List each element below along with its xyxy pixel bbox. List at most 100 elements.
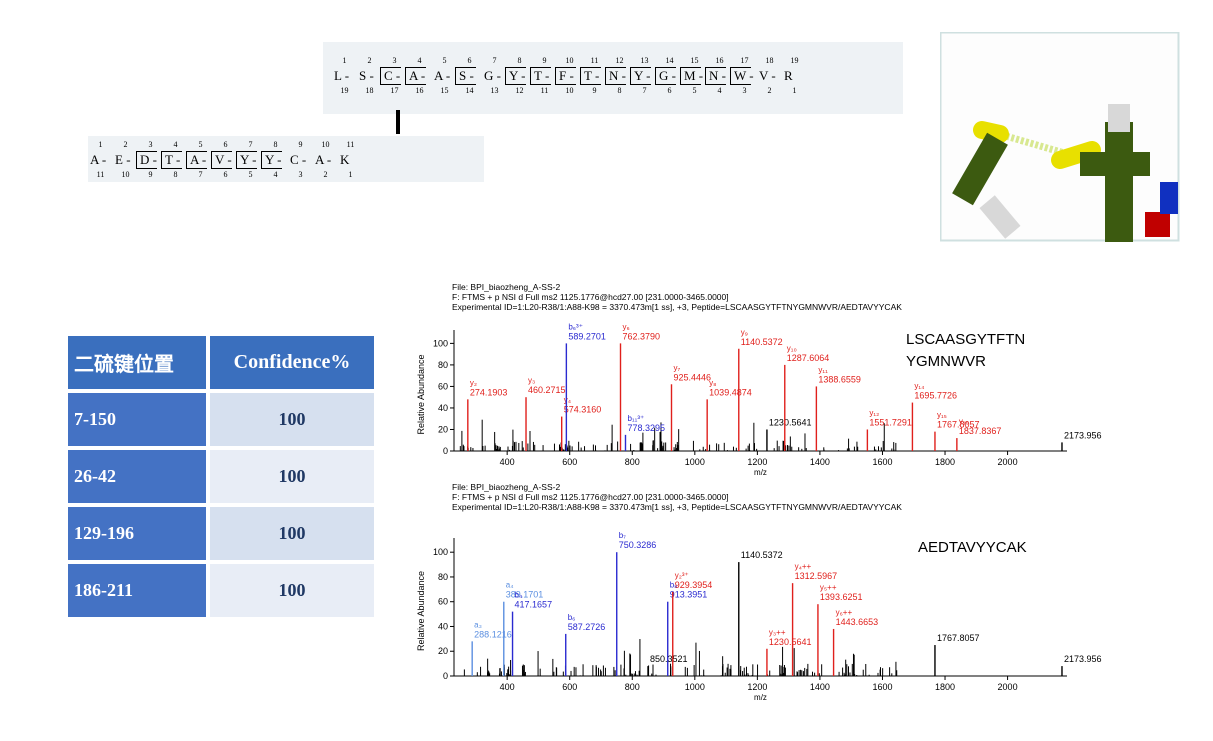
fragment-bracket bbox=[161, 151, 182, 169]
peak-ion-label: y₆++ bbox=[836, 608, 853, 617]
spectrum2-header: File: BPI_biaozheng_A-SS-2 F: FTMS + p N… bbox=[452, 482, 902, 512]
residue-top-number: 9 bbox=[298, 140, 303, 149]
y-tick-label: 40 bbox=[438, 403, 448, 413]
residue: 13 Y - 7 bbox=[630, 56, 657, 96]
residue-letter: Y - bbox=[509, 68, 526, 83]
peak-mz-label: 1695.7726 bbox=[914, 391, 957, 401]
residue: 7 Y - 5 bbox=[236, 140, 263, 180]
residue-bottom-number: 8 bbox=[173, 170, 178, 179]
fragment-bracket bbox=[505, 67, 526, 85]
y-axis-label: Relative Abundance bbox=[416, 571, 426, 651]
peak-mz-label: 1230.5641 bbox=[769, 637, 812, 647]
residue: 14 G - 6 bbox=[655, 56, 682, 96]
residue-top-number: 13 bbox=[640, 56, 649, 65]
residue-top-number: 15 bbox=[690, 56, 699, 65]
nitrogen bbox=[1160, 182, 1178, 214]
peak-mz-label: 1443.6653 bbox=[836, 617, 879, 627]
carbon-left bbox=[952, 132, 1008, 206]
peak-mz-label: 913.3951 bbox=[670, 590, 708, 600]
residue-letter: S - bbox=[459, 68, 474, 83]
peak-mz-label: 417.1657 bbox=[515, 600, 553, 610]
peak-mz-label: 389.1701 bbox=[506, 590, 544, 600]
residue-bottom-number: 3 bbox=[298, 170, 303, 179]
table-row: 129-196 100 bbox=[68, 507, 374, 560]
residue: 10 F - 10 bbox=[555, 56, 582, 96]
peak-mz-label: 587.2726 bbox=[568, 622, 606, 632]
residue: 12 N - 8 bbox=[605, 56, 632, 96]
residue-top-number: 7 bbox=[492, 56, 497, 65]
residue: 16 N - 4 bbox=[705, 56, 732, 96]
residue-bottom-number: 16 bbox=[415, 86, 424, 95]
residue-letter: R bbox=[784, 68, 793, 83]
residue: 11 T - 9 bbox=[580, 56, 607, 96]
residue-bottom-number: 12 bbox=[515, 86, 524, 95]
residue: 7 G - 13 bbox=[482, 56, 507, 96]
residue-top-number: 10 bbox=[565, 56, 574, 65]
peak-ion-label: y₁₆ bbox=[959, 417, 969, 426]
residue: 6 S - 14 bbox=[455, 56, 482, 96]
residue-letter: L - bbox=[334, 68, 350, 83]
peak-mz-label: 1767.8057 bbox=[937, 633, 980, 643]
x-tick-label: 1000 bbox=[685, 457, 705, 467]
residue-bottom-number: 8 bbox=[617, 86, 622, 95]
residue-bottom-number: 4 bbox=[273, 170, 278, 179]
peak-ion-label: y₉ bbox=[741, 328, 748, 337]
residue: 10 A - 2 bbox=[313, 140, 338, 180]
header-scan-line: F: FTMS + p NSI d Full ms2 1125.1776@hcd… bbox=[452, 492, 729, 502]
spectrum1-header: File: BPI_biaozheng_A-SS-2 F: FTMS + p N… bbox=[452, 282, 902, 312]
peak-mz-label: 929.3954 bbox=[675, 580, 713, 590]
peak-ion-label: b₈ bbox=[670, 581, 678, 590]
residue-letter: K bbox=[340, 152, 350, 167]
residue-bottom-number: 17 bbox=[390, 86, 399, 95]
header-file-line: File: BPI_biaozheng_A-SS-2 bbox=[452, 482, 561, 492]
residue: 11 K 1 bbox=[338, 140, 363, 180]
residue-letter: Y - bbox=[634, 68, 651, 83]
residue-top-number: 5 bbox=[442, 56, 447, 65]
fragment-bracket bbox=[136, 151, 157, 169]
residue: 8 Y - 12 bbox=[505, 56, 532, 96]
peak-ion-label: b₁₁³⁺ bbox=[627, 414, 644, 423]
residue-letter: Y - bbox=[265, 152, 282, 167]
residue-letter: C - bbox=[290, 152, 307, 167]
spectrum2-chart: 0 20 40 60 80 100 400 600 800 1000 1200 1400 1600 180… bbox=[416, 531, 1102, 702]
residue-letter: D - bbox=[140, 152, 157, 167]
x-tick-label: 600 bbox=[562, 682, 577, 692]
x-tick-label: 800 bbox=[625, 682, 640, 692]
residue-letter: Y - bbox=[240, 152, 257, 167]
residue: 9 T - 11 bbox=[530, 56, 557, 96]
peak-mz-label: 1287.6064 bbox=[787, 353, 830, 363]
peak-ion-label: y₆ bbox=[623, 322, 630, 331]
peak-mz-label: 1230.5641 bbox=[769, 417, 812, 427]
residue-letter: S - bbox=[359, 68, 374, 83]
sulfur-left bbox=[973, 121, 1009, 143]
peak-ion-label: y₁₅ bbox=[937, 411, 947, 420]
residue-top-number: 6 bbox=[223, 140, 228, 149]
residue-bottom-number: 1 bbox=[348, 170, 353, 179]
peak-mz-label: 288.1216 bbox=[474, 629, 512, 639]
residue-letter: G - bbox=[484, 68, 501, 83]
fragment-bracket bbox=[186, 151, 207, 169]
table-row: 186-211 100 bbox=[68, 564, 374, 617]
peak-mz-label: 2173.9563 bbox=[1064, 430, 1102, 440]
peak-mz-label: 1837.8367 bbox=[959, 426, 1002, 436]
fragment-bracket bbox=[705, 67, 726, 85]
residue-bottom-number: 1 bbox=[792, 86, 797, 95]
peak-ion-label: b₆ bbox=[568, 613, 576, 622]
peak-ion-label: b₇ bbox=[619, 531, 626, 540]
residue-bottom-number: 2 bbox=[767, 86, 772, 95]
confidence-cell: 100 bbox=[210, 450, 374, 503]
x-tick-label: 800 bbox=[625, 457, 640, 467]
residue-letter: N - bbox=[609, 68, 626, 83]
peak-ion-label: y₇ bbox=[674, 363, 681, 372]
site-cell: 186-211 bbox=[68, 564, 206, 617]
disulfide-table: 二硫键位置 Confidence% 7-150 100 26-42 100 12… bbox=[64, 332, 378, 621]
residue-top-number: 19 bbox=[790, 56, 799, 65]
x-tick-label: 1600 bbox=[872, 682, 892, 692]
residue-bottom-number: 2 bbox=[323, 170, 328, 179]
header-confidence: Confidence% bbox=[210, 336, 374, 389]
peak-ion-label: b₄ bbox=[515, 591, 523, 600]
peak-mz-label: 460.2715 bbox=[528, 385, 566, 395]
peak-ion-label: y₂³⁺ bbox=[675, 571, 689, 580]
fragment-bracket bbox=[455, 67, 476, 85]
